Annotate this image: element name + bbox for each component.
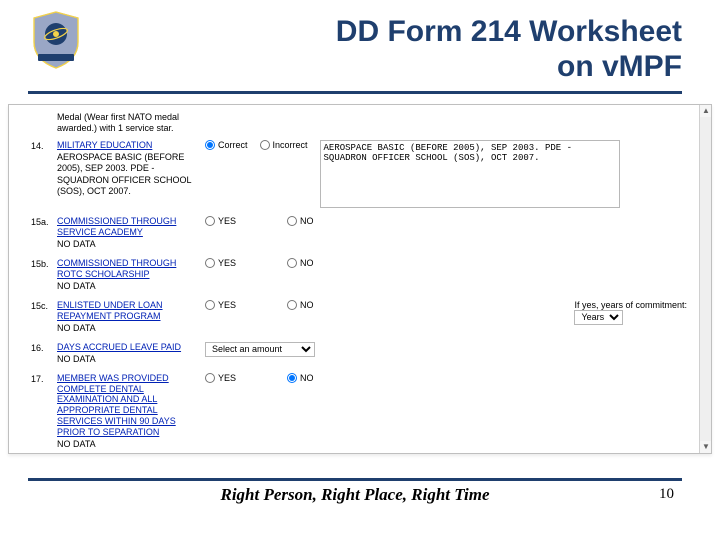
vertical-scrollbar[interactable]: ▲ ▼ <box>699 105 711 453</box>
years-select[interactable]: Years <box>574 310 623 325</box>
slide-footer: Right Person, Right Place, Right Time 10 <box>28 485 682 505</box>
radio-incorrect-input[interactable] <box>260 140 270 150</box>
radio-correct[interactable]: Correct <box>205 140 248 150</box>
previous-item-fragment: Medal (Wear first NATO medal awarded.) w… <box>57 112 197 135</box>
item-number: 15a. <box>31 216 57 227</box>
item-number: 15b. <box>31 258 57 269</box>
radio-no[interactable]: NO <box>287 216 314 226</box>
scroll-up-icon[interactable]: ▲ <box>700 105 712 117</box>
item-link-loan-repayment[interactable]: ENLISTED UNDER LOAN REPAYMENT PROGRAM <box>57 300 197 322</box>
commitment-label: If yes, years of commitment: Years <box>574 300 687 325</box>
item-link-military-education[interactable]: MILITARY EDUCATION <box>57 140 197 151</box>
radio-no[interactable]: NO <box>287 258 314 268</box>
item-subtext: NO DATA <box>57 439 197 450</box>
radio-incorrect[interactable]: Incorrect <box>260 140 308 150</box>
form-row-17: 17. MEMBER WAS PROVIDED COMPLETE DENTAL … <box>31 369 693 454</box>
item-subtext: NO DATA <box>57 239 197 250</box>
item-link-leave-paid[interactable]: DAYS ACCRUED LEAVE PAID <box>57 342 197 353</box>
footer-divider <box>28 478 682 481</box>
radio-no[interactable]: NO <box>287 300 314 310</box>
page-number: 10 <box>659 486 674 503</box>
item-number: 16. <box>31 342 57 353</box>
radio-yes[interactable]: YES <box>205 216 236 226</box>
radio-no[interactable]: NO <box>287 373 314 383</box>
footer-motto: Right Person, Right Place, Right Time <box>220 485 489 505</box>
item-number: 17. <box>31 373 57 384</box>
item-link-dental[interactable]: MEMBER WAS PROVIDED COMPLETE DENTAL EXAM… <box>57 373 197 438</box>
slide-header: DD Form 214 Worksheet on vMPF <box>0 0 720 85</box>
amount-select[interactable]: Select an amount <box>205 342 315 357</box>
form-row-15a: 15a. COMMISSIONED THROUGH SERVICE ACADEM… <box>31 212 693 254</box>
radio-yes[interactable]: YES <box>205 373 236 383</box>
vmpf-form-screenshot: Medal (Wear first NATO medal awarded.) w… <box>8 104 712 454</box>
radio-yes[interactable]: YES <box>205 300 236 310</box>
radio-correct-input[interactable] <box>205 140 215 150</box>
form-row-14: 14. MILITARY EDUCATION AEROSPACE BASIC (… <box>31 136 693 212</box>
item-subtext: NO DATA <box>57 354 197 365</box>
header-divider <box>28 91 682 94</box>
scroll-down-icon[interactable]: ▼ <box>700 441 712 453</box>
item-link-service-academy[interactable]: COMMISSIONED THROUGH SERVICE ACADEMY <box>57 216 197 238</box>
slide-title-line2: on vMPF <box>84 49 682 84</box>
item-link-rotc[interactable]: COMMISSIONED THROUGH ROTC SCHOLARSHIP <box>57 258 197 280</box>
form-row-16: 16. DAYS ACCRUED LEAVE PAID NO DATA Sele… <box>31 338 693 369</box>
item-subtext: AEROSPACE BASIC (BEFORE 2005), SEP 2003.… <box>57 152 197 197</box>
military-education-textarea[interactable] <box>320 140 620 208</box>
item-subtext: NO DATA <box>57 281 197 292</box>
afpc-shield-logo <box>28 10 84 70</box>
item-subtext: NO DATA <box>57 323 197 334</box>
form-row-15b: 15b. COMMISSIONED THROUGH ROTC SCHOLARSH… <box>31 254 693 296</box>
form-row-15c: 15c. ENLISTED UNDER LOAN REPAYMENT PROGR… <box>31 296 693 338</box>
item-number: 14. <box>31 140 57 151</box>
item-number: 15c. <box>31 300 57 311</box>
radio-yes[interactable]: YES <box>205 258 236 268</box>
slide-title-line1: DD Form 214 Worksheet <box>84 14 682 49</box>
